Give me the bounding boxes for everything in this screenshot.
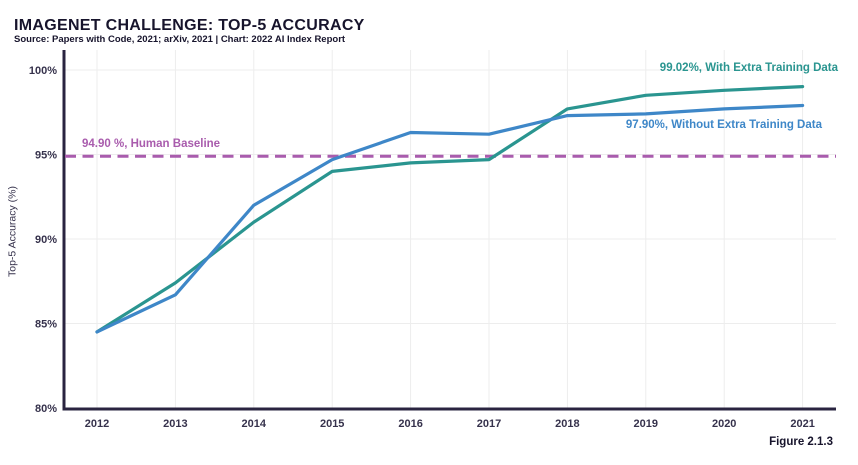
svg-text:2013: 2013 [163, 418, 187, 430]
svg-text:2016: 2016 [398, 418, 422, 430]
svg-text:2019: 2019 [634, 418, 658, 430]
page-title: IMAGENET CHALLENGE: TOP-5 ACCURACY [14, 16, 365, 34]
annotation-without-extra-data: 97.90%, Without Extra Training Data [625, 119, 822, 131]
svg-text:2021: 2021 [790, 418, 814, 430]
svg-text:100%: 100% [29, 65, 57, 77]
figure-number-label: Figure 2.1.3 [769, 436, 833, 448]
annotation-with-extra-data: 99.02%, With Extra Training Data [659, 62, 838, 74]
svg-text:2012: 2012 [85, 418, 109, 430]
svg-text:2020: 2020 [712, 418, 736, 430]
y-axis-title: Top-5 Accuracy (%) [6, 185, 19, 278]
annotation-human-baseline: 94.90 %, Human Baseline [82, 138, 221, 150]
svg-text:90%: 90% [35, 234, 57, 246]
svg-text:80%: 80% [35, 403, 57, 415]
svg-text:2018: 2018 [555, 418, 579, 430]
chart-source-line: Source: Papers with Code, 2021; arXiv, 2… [14, 34, 346, 45]
svg-text:2014: 2014 [242, 418, 267, 430]
svg-text:85%: 85% [35, 319, 57, 331]
svg-text:2015: 2015 [320, 418, 344, 430]
svg-text:2017: 2017 [477, 418, 501, 430]
svg-text:95%: 95% [35, 150, 57, 162]
